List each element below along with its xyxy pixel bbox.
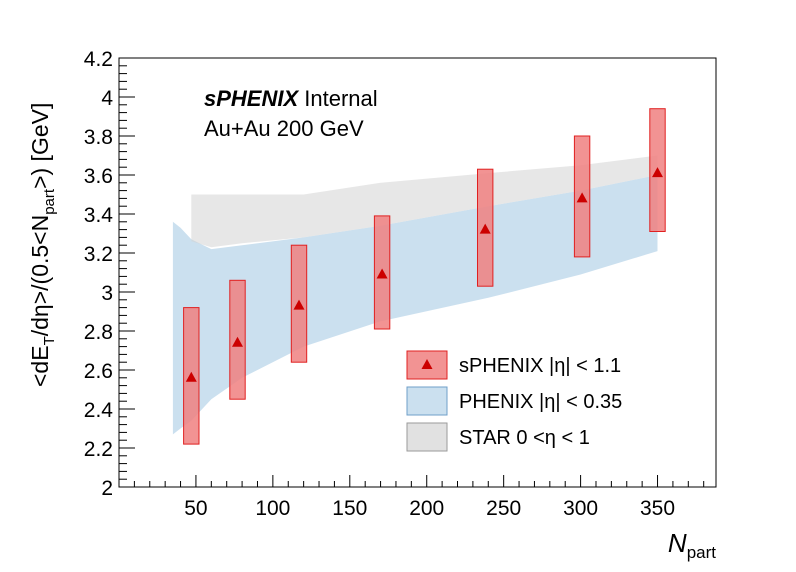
phenix-band — [172, 175, 658, 435]
legend-swatch-star — [406, 422, 448, 452]
x-tick-label: 50 — [184, 497, 207, 520]
x-tick-label: 200 — [409, 497, 444, 520]
x-tick-label: 300 — [563, 497, 598, 520]
legend-marker-sphenix — [421, 359, 433, 369]
y-tick-label: 4 — [101, 87, 113, 110]
sphenix-point-3 — [293, 299, 305, 310]
y-tick-label: 2.2 — [84, 438, 113, 461]
plot-frame — [118, 57, 717, 488]
star-band — [191, 155, 658, 248]
sphenix-point-6 — [576, 192, 588, 203]
y-tick-label: 2.4 — [84, 399, 114, 422]
sphenix-point-4 — [376, 268, 388, 279]
x-axis-label: Npart — [668, 528, 716, 562]
y-axis-label-part3: >) [GeV] — [27, 103, 53, 189]
y-tick-label: 2.6 — [84, 360, 113, 383]
y-tick-label: 3 — [101, 282, 113, 305]
legend: sPHENIX |η| < 1.1 PHENIX |η| < 0.35 STAR 0… — [406, 350, 622, 452]
y-tick-label: 2.8 — [84, 321, 113, 344]
chart-title-bold: sPHENIX — [204, 86, 299, 111]
x-axis-label-main: N — [668, 528, 687, 558]
y-tick-label: 4.2 — [84, 48, 113, 71]
markers-layer — [185, 167, 663, 382]
chart-title-rest: Internal — [298, 86, 378, 111]
x-tick-label: 100 — [255, 497, 290, 520]
x-tick-label: 250 — [486, 497, 521, 520]
y-axis-label: <dET/dη>/(0.5<Npart>) [GeV] — [27, 103, 58, 387]
x-axis-label-sub: part — [687, 543, 717, 562]
legend-label: STAR 0 <η < 1 — [459, 427, 590, 449]
sphenix-point-5 — [479, 223, 491, 234]
y-axis-label-part2: /dη>/(0.5<N — [27, 215, 53, 336]
y-tick-label: 3.6 — [84, 165, 113, 188]
y-tick-label: 3.2 — [84, 243, 113, 266]
legend-label: PHENIX |η| < 0.35 — [459, 391, 622, 413]
y-axis-label-sub1: T — [41, 336, 58, 345]
legend-swatch-phenix — [406, 386, 448, 416]
chart-title: sPHENIX Internal — [204, 86, 378, 111]
sphenix-point-2 — [232, 336, 243, 347]
axes-layer: 50 100 150 200 250 300 350 2 2.2 2.4 2.6 2.8 3 3.2 3.4… — [84, 48, 705, 520]
sphenix-point-1 — [185, 371, 197, 382]
y-axis-label-sub2: part — [41, 188, 58, 215]
x-tick-label: 150 — [332, 497, 367, 520]
chart-subtitle: Au+Au 200 GeV — [204, 116, 364, 141]
y-tick-label: 3.8 — [84, 126, 113, 149]
y-tick-label: 2 — [101, 477, 113, 500]
x-tick-label: 350 — [640, 497, 675, 520]
legend-label: sPHENIX |η| < 1.1 — [459, 355, 621, 377]
bands-layer — [172, 155, 658, 435]
y-axis-label-part1: <dE — [27, 345, 53, 387]
y-tick-label: 3.4 — [84, 204, 114, 227]
sphenix-point-7 — [652, 167, 663, 178]
